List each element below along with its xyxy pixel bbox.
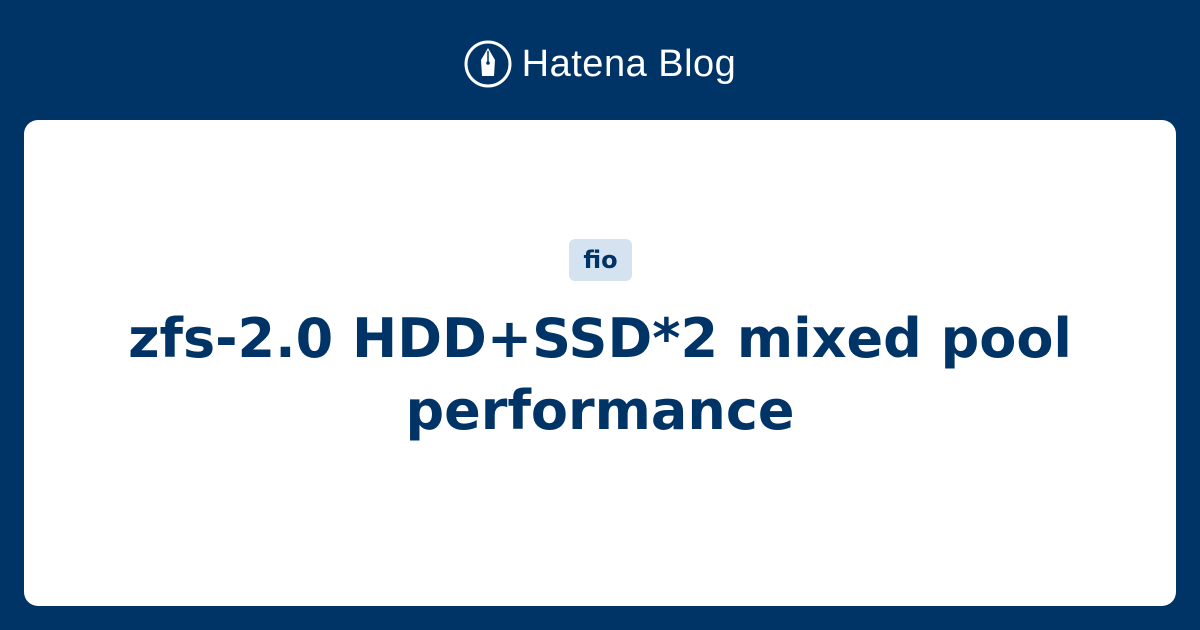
- category-tag[interactable]: fio: [569, 239, 632, 281]
- article-title[interactable]: zfs-2.0 HDD+SSD*2 mixed pool performance: [128, 307, 1072, 442]
- brand-logo: Hatena Blog: [0, 40, 1200, 88]
- pen-nib-icon: [464, 40, 512, 88]
- article-card[interactable]: fio zfs-2.0 HDD+SSD*2 mixed pool perform…: [24, 120, 1176, 606]
- brand-name: Hatena Blog: [521, 42, 737, 85]
